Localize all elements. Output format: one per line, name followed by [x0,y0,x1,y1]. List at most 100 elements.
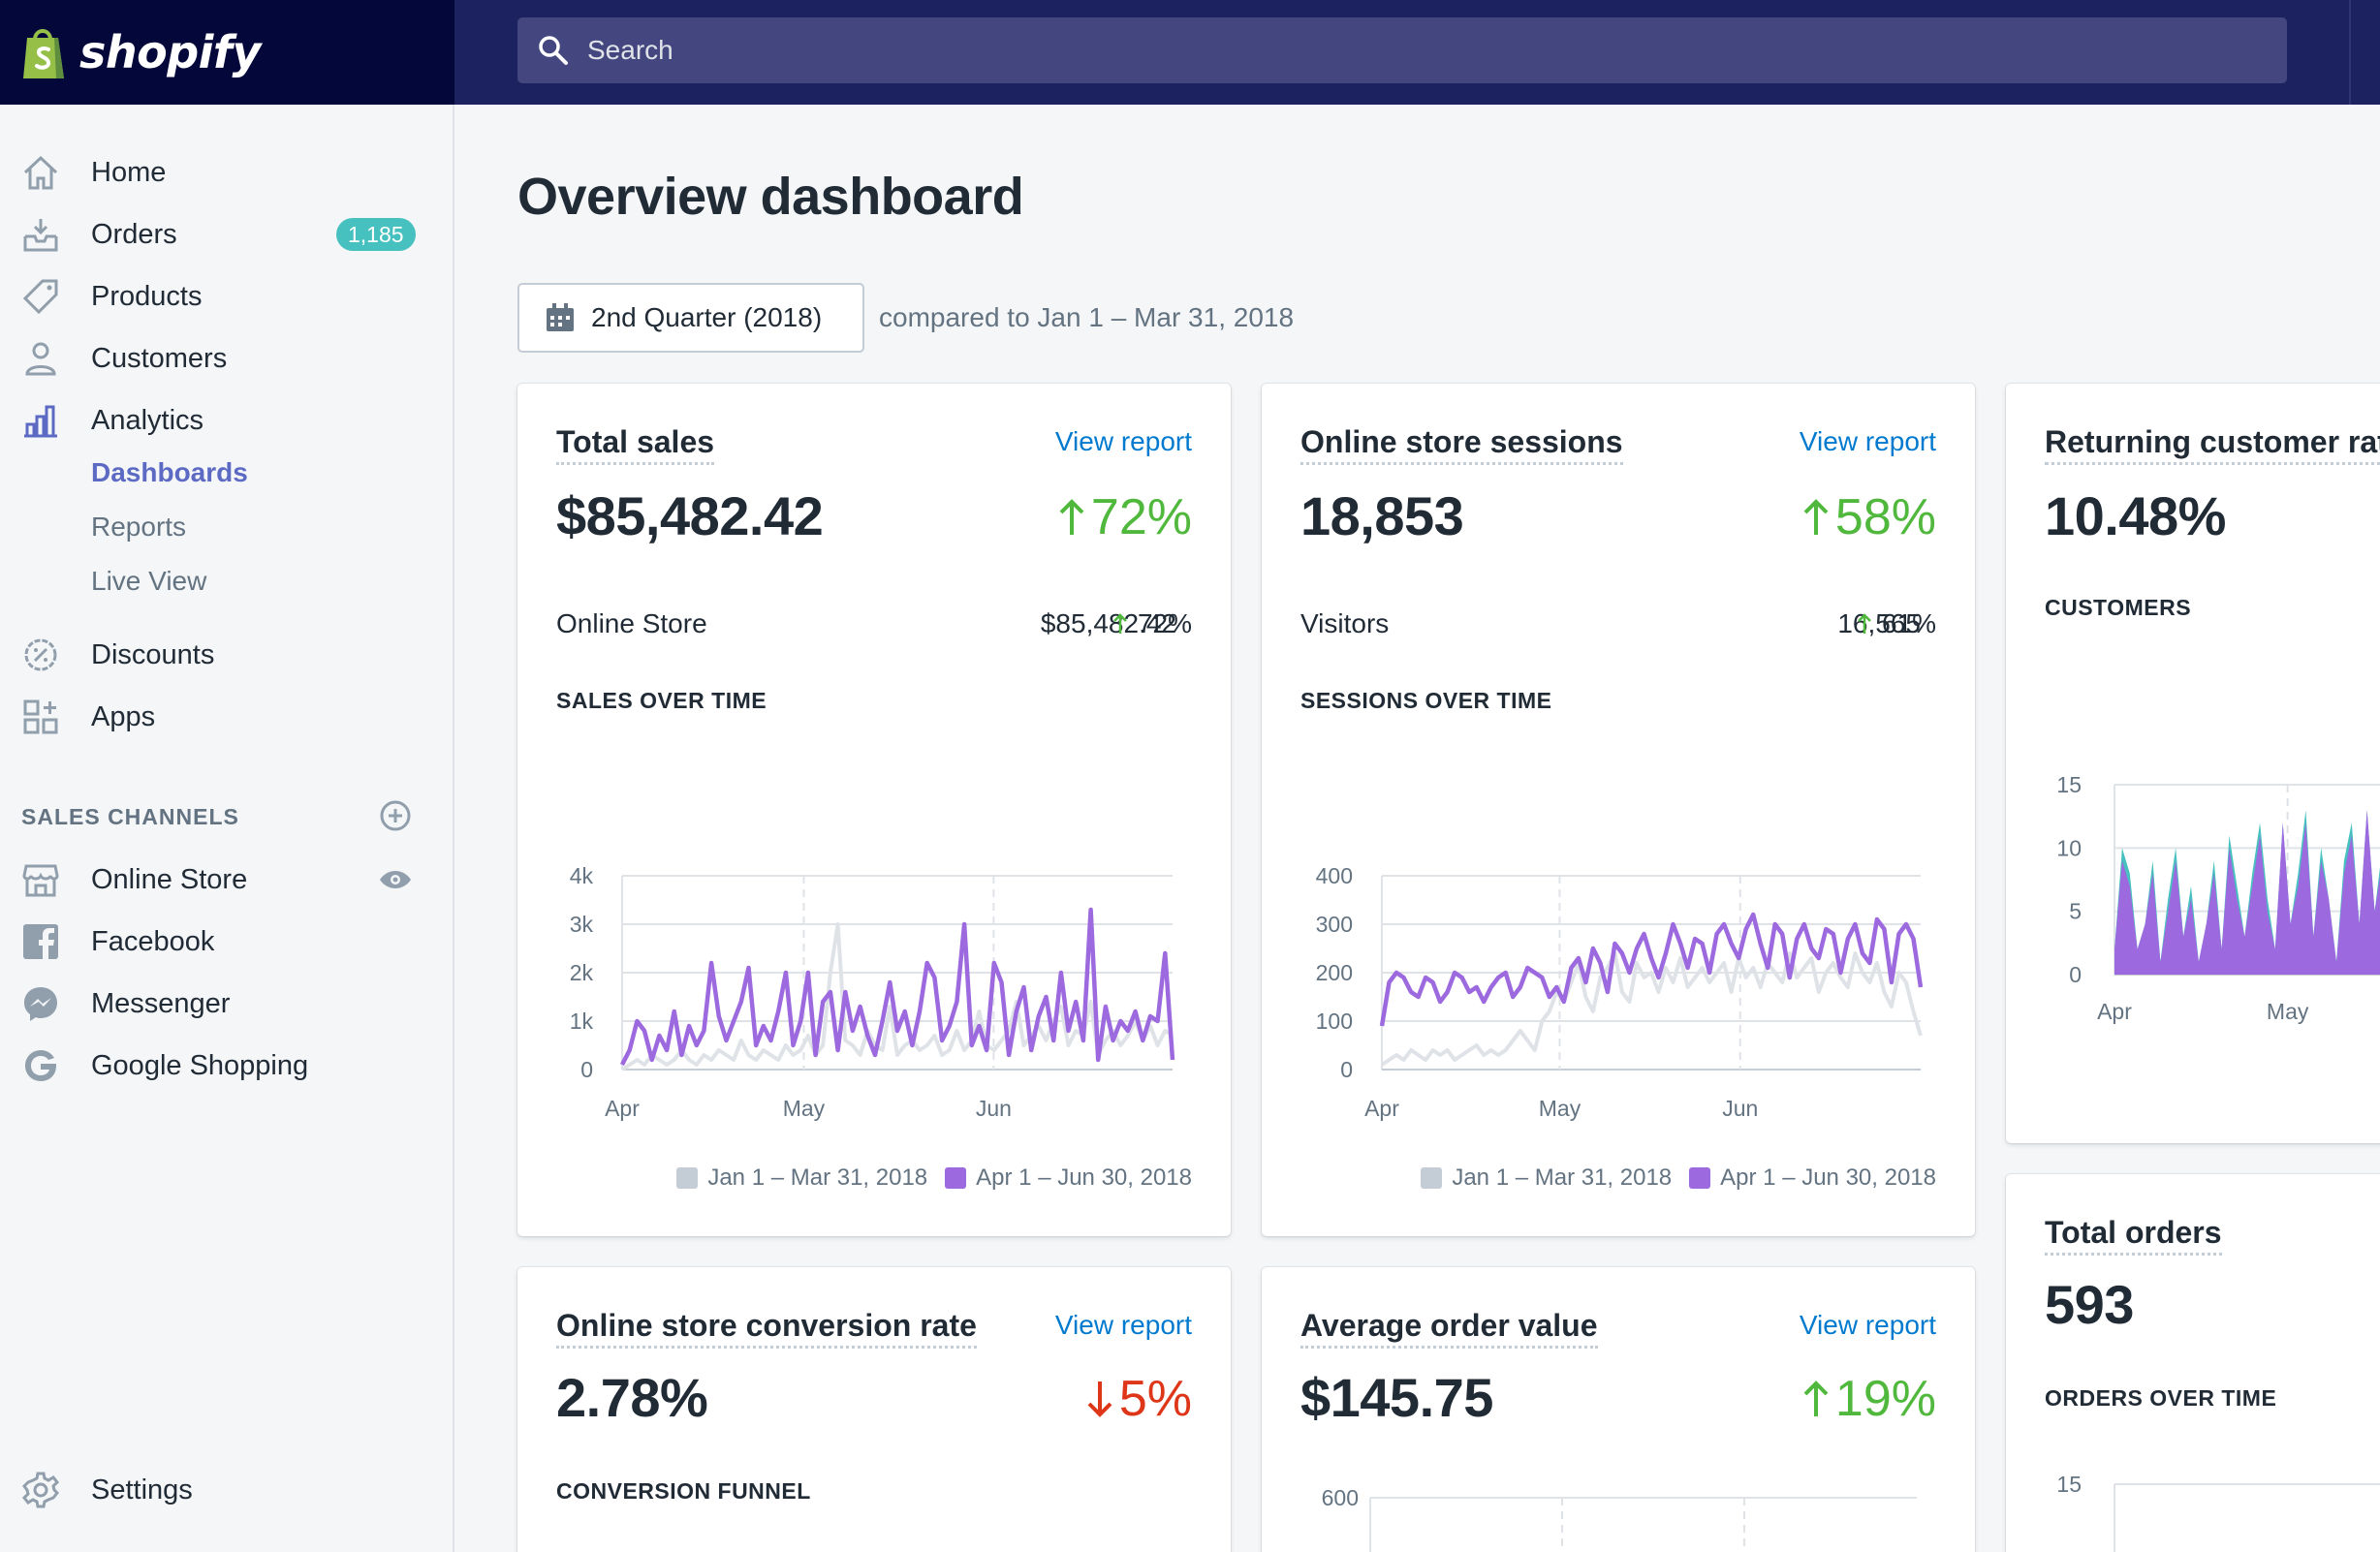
view-report-link[interactable]: View report [1054,426,1192,456]
search-icon [539,36,568,65]
breakdown-value: 16,565 [1837,608,1921,638]
y-tick-label: 5 [2069,899,2082,924]
brand[interactable]: shopify [0,0,454,105]
sidebar-item-discounts[interactable]: Discounts [0,628,454,682]
sidebar-item-label: Orders [91,218,177,250]
tag-icon [19,275,62,318]
compare-text: compared to Jan 1 – Mar 31, 2018 [879,302,1295,332]
sidebar-item-label: Google Shopping [91,1049,309,1081]
view-report-link[interactable]: View report [1799,426,1936,456]
series-line [1379,912,1924,1027]
arrow-up-icon [1803,1381,1829,1416]
apps-icon [19,696,62,738]
sidebar-item-analytics[interactable]: Analytics [0,393,454,448]
sidebar-item-label: Customers [91,342,228,374]
legend-item-current: Apr 1 – Jun 30, 2018 [1689,1164,1936,1192]
top-bar: shopify Search [0,0,2380,105]
topbar-divider [2349,0,2351,105]
search-placeholder: Search [587,35,673,65]
card-online-store-sessions: Online store sessions View report 18,853… [1262,384,1975,1236]
breakdown-delta-value: 61% [1881,608,1936,638]
metric-delta: 19% [1802,1370,1936,1428]
brand-wordmark: shopify [79,26,261,78]
sidebar-item-apps[interactable]: Apps [0,690,454,744]
card-title[interactable]: Total sales [556,424,715,465]
series-area [2114,810,2380,975]
breakdown-value: $85,482.42 [1040,608,1176,638]
sidebar-channel-facebook[interactable]: Facebook [0,915,454,969]
view-report-link[interactable]: View report [1054,1310,1192,1340]
arrow-down-icon [1087,1381,1112,1417]
sidebar-subitem-live-view[interactable]: Live View [91,566,207,596]
sidebar-item-settings[interactable]: Settings [0,1463,454,1517]
date-range-label: 2nd Quarter (2018) [591,302,823,332]
sidebar-item-orders[interactable]: Orders 1,185 [0,207,454,262]
sidebar-subitem-reports[interactable]: Reports [91,512,187,542]
sidebar-subitem-dashboards[interactable]: Dashboards [91,457,248,487]
section-label: CONVERSION FUNNEL [556,1478,811,1504]
aov-chart: 600 [1322,1485,1917,1552]
card-title[interactable]: Online store sessions [1300,424,1623,465]
home-icon [19,151,62,194]
view-report-link[interactable]: View report [1799,1310,1936,1340]
sidebar-item-label: Settings [91,1474,193,1505]
y-tick-label: 15 [2056,772,2082,797]
metric-delta: 58% [1802,488,1936,546]
sidebar-channel-google-shopping[interactable]: Google Shopping [0,1039,454,1093]
series-line [619,907,1175,1067]
card-average-order-value: Average order value View report $145.75 … [1262,1267,1975,1552]
card-title[interactable]: Returning customer rate [2045,424,2380,465]
legend-item-current: Apr 1 – Jun 30, 2018 [945,1164,1192,1192]
card-returning-customer-rate: Returning customer rate 10.48% CUSTOMERS… [2006,384,2380,1143]
sales-channels-title: SALES CHANNELS [21,804,239,829]
y-tick-label: 100 [1316,1009,1353,1034]
facebook-icon [19,920,62,963]
metric-delta-value: 19% [1834,1371,1936,1427]
metric-value: 2.78% [556,1367,708,1428]
sidebar-channel-messenger[interactable]: Messenger [0,977,454,1031]
messenger-icon [19,982,62,1025]
x-tick-label: May [2267,999,2309,1024]
metric-value: 18,853 [1300,485,1464,546]
google-icon [19,1044,62,1087]
person-icon [19,337,62,380]
card-total-orders: Total orders 593 ORDERS OVER TIME 15 [2006,1174,2380,1552]
section-label: CUSTOMERS [2045,595,2192,620]
sidebar-channel-online-store[interactable]: Online Store [0,853,454,907]
card-title[interactable]: Average order value [1300,1308,1598,1349]
card-title[interactable]: Online store conversion rate [556,1308,977,1349]
legend-swatch [1421,1167,1443,1189]
sidebar-item-label: Apps [91,700,156,732]
arrow-up-icon [1858,613,1871,634]
arrow-up-icon [1113,613,1127,634]
sidebar-item-products[interactable]: Products [0,269,454,324]
card-total-sales: Total sales View report $85,482.42 72% O… [517,384,1231,1236]
legend-swatch [676,1167,699,1189]
date-range-button[interactable]: 2nd Quarter (2018) [517,283,864,353]
breakdown-label: Visitors [1300,608,1390,638]
sidebar-item-home[interactable]: Home [0,145,454,200]
metric-value: 10.48% [2045,485,2226,546]
sidebar-item-label: Analytics [91,404,204,436]
y-tick-label: 4k [570,863,594,888]
add-channel-icon[interactable] [376,796,415,835]
legend-label: Apr 1 – Jun 30, 2018 [976,1164,1192,1191]
metric-delta-value: 5% [1118,1371,1192,1427]
x-tick-label: Apr [1364,1096,1399,1121]
search-input[interactable]: Search [517,17,2287,83]
legend-item-previous: Jan 1 – Mar 31, 2018 [676,1164,927,1192]
chart-legend: Jan 1 – Mar 31, 2018 Apr 1 – Jun 30, 201… [1403,1164,1936,1192]
sidebar-item-label: Products [91,280,203,312]
y-tick-label: 0 [2069,962,2082,987]
y-tick-label: 0 [1340,1057,1353,1082]
sidebar-item-customers[interactable]: Customers [0,331,454,386]
x-tick-label: Jun [1722,1096,1758,1121]
sidebar-item-label: Discounts [91,638,215,670]
series-line [1380,951,1923,1067]
card-title[interactable]: Total orders [2045,1215,2222,1256]
eye-icon[interactable] [376,860,415,899]
gear-icon [19,1469,62,1511]
sidebar-item-label: Home [91,156,167,188]
breakdown-delta-value: 72% [1137,608,1192,638]
y-tick-label: 15 [2056,1472,2082,1497]
